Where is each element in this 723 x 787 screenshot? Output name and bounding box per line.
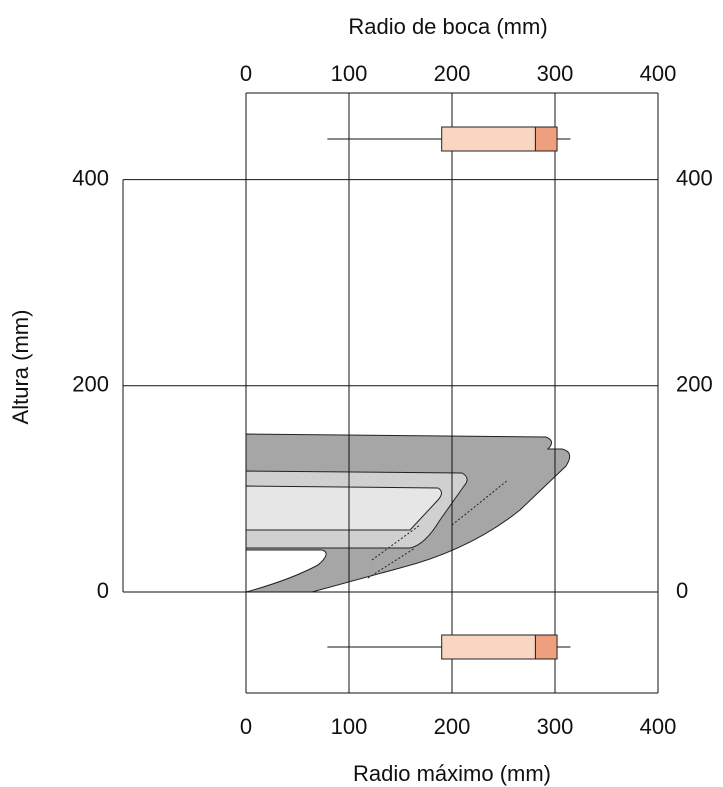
- vessel-profile: [245, 433, 571, 593]
- box-upper: [534, 634, 558, 660]
- bottom-tick-label: 0: [240, 714, 252, 739]
- y-axis-label: Altura (mm): [8, 310, 33, 425]
- box-lower: [441, 126, 536, 152]
- inner-core: [245, 485, 442, 531]
- top-tick-label: 300: [537, 61, 574, 86]
- left-tick-label: 400: [72, 165, 109, 190]
- bottom-axis-label: Radio máximo (mm): [353, 761, 551, 786]
- left-tick-label: 200: [72, 372, 109, 397]
- dotted-line: [367, 547, 416, 579]
- dotted-line: [371, 524, 421, 561]
- top-axis-label: Radio de boca (mm): [348, 14, 547, 39]
- base-hollow: [245, 549, 327, 593]
- left-tick-label: 0: [97, 578, 109, 603]
- right-tick-label: 0: [676, 578, 688, 603]
- right-tick-label: 400: [676, 165, 713, 190]
- bottom-tick-label: 400: [640, 714, 677, 739]
- top-tick-label: 400: [640, 61, 677, 86]
- box-upper: [534, 126, 558, 152]
- bottom-tick-label: 200: [434, 714, 471, 739]
- bottom-tick-label: 100: [331, 714, 368, 739]
- top-tick-label: 200: [434, 61, 471, 86]
- top-tick-label: 100: [331, 61, 368, 86]
- box-lower: [441, 634, 536, 660]
- top-tick-label: 0: [240, 61, 252, 86]
- bottom-tick-label: 300: [537, 714, 574, 739]
- right-tick-label: 200: [676, 372, 713, 397]
